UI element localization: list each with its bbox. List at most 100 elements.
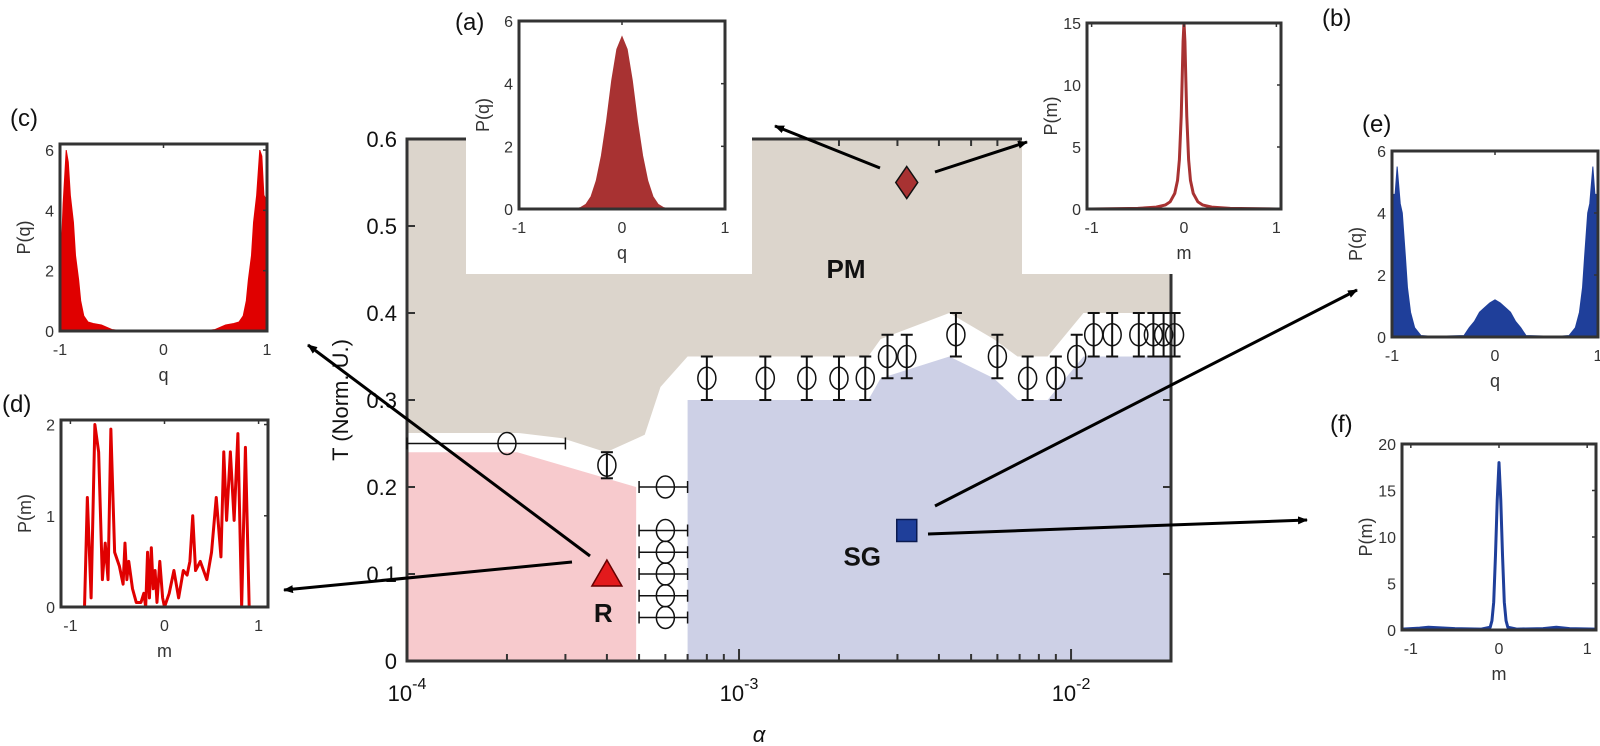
inset-y-tick-label: 2 (45, 264, 54, 281)
y-tick-label: 0.6 (366, 127, 397, 152)
inset-x-tick-label: 0 (160, 618, 169, 635)
x-tick-exponent: -2 (1076, 676, 1090, 693)
inset-y-tick-label: 2 (46, 418, 55, 435)
inset-y-tick-label: 0 (45, 324, 54, 341)
panel-label: (a) (455, 9, 484, 36)
inset-y-tick-label: 5 (1072, 140, 1081, 157)
region-r (407, 452, 637, 661)
inset-y-tick-label: 4 (45, 203, 54, 220)
panel-label: (e) (1362, 111, 1391, 138)
inset-x-tick-label: -1 (53, 342, 67, 359)
data-point-circle (797, 366, 817, 390)
x-tick-exponent: -3 (744, 676, 758, 693)
x-tick-exponent: -4 (412, 676, 426, 693)
data-point-circle (829, 366, 849, 390)
x-tick-label: 10-3 (720, 676, 759, 706)
inset-x-tick-label: 1 (263, 342, 272, 359)
inset-y-label: P(q) (14, 220, 34, 254)
inset-y-tick-label: 15 (1378, 484, 1396, 501)
inset-x-label: m (157, 641, 172, 661)
y-axis-label: T (Norm. U.) (328, 339, 353, 461)
panel-label: (b) (1322, 5, 1351, 32)
inset-y-label: P(m) (1041, 97, 1061, 136)
data-point (755, 355, 776, 401)
data-point (638, 584, 689, 608)
inset-y-tick-label: 6 (45, 143, 54, 160)
square-marker (895, 518, 918, 543)
inset-y-tick-label: 0 (1377, 330, 1386, 347)
inset-x-tick-label: 1 (1272, 220, 1281, 237)
panel-label: (d) (2, 391, 31, 418)
inset-x-tick-label: 0 (1491, 348, 1500, 365)
x-tick-label: 10-4 (388, 676, 427, 706)
inset-y-tick-label: 20 (1378, 437, 1396, 454)
histogram-area (1391, 166, 1599, 338)
data-point-circle (896, 344, 917, 369)
data-point-circle (497, 431, 517, 456)
panel-label: (f) (1330, 411, 1353, 438)
y-tick-label: 0.5 (366, 214, 397, 239)
inset-f: 0 5 10 15 20 -1 0 1 m P(m) (f) (1330, 411, 1598, 684)
x-tick-label: 10-2 (1052, 676, 1091, 706)
inset-x-tick-label: -1 (1385, 348, 1399, 365)
inset-y-tick-label: 10 (1378, 530, 1396, 547)
data-point (946, 312, 966, 358)
inset-x-tick-label: -1 (63, 618, 77, 635)
data-point-circle (1153, 323, 1174, 347)
phase-label-r: R (594, 598, 613, 628)
inset-x-label: m (1492, 664, 1507, 684)
inset-x-tick-label: 0 (1495, 641, 1504, 658)
data-point (829, 355, 849, 401)
inset-x-label: q (158, 365, 168, 385)
data-point (1143, 312, 1164, 358)
data-point (697, 355, 717, 401)
data-point-circle (1046, 366, 1066, 390)
data-point (1066, 333, 1087, 380)
data-point (896, 333, 917, 380)
inset-y-label: P(q) (1346, 227, 1366, 261)
arrow-to-d (283, 560, 573, 594)
data-point-circle (855, 366, 876, 390)
y-tick-label: 0.4 (366, 301, 397, 326)
data-point (1046, 355, 1066, 401)
inset-x-label: q (617, 243, 627, 263)
arrow-to-e (934, 288, 1358, 508)
phase-label-pm: PM (827, 254, 866, 284)
inset-x-tick-label: 0 (159, 342, 168, 359)
diamond-marker (894, 165, 919, 200)
data-point (406, 431, 567, 456)
data-point (1129, 312, 1149, 358)
inset-x-tick-label: 1 (254, 618, 263, 635)
region-sg (687, 356, 1171, 661)
inset-x-tick-label: -1 (512, 220, 526, 237)
y-tick-label: 0.2 (366, 475, 397, 500)
inset-y-tick-label: 2 (1377, 268, 1386, 285)
data-point (638, 605, 689, 630)
data-point-circle (1129, 323, 1149, 347)
arrow-to-c (307, 343, 591, 558)
phase-label-sg: SG (843, 541, 881, 571)
triangle-marker (590, 558, 624, 587)
data-point (638, 475, 689, 499)
inset-d: 0 1 2 -1 0 1 m P(m) (d) (2, 391, 270, 661)
inset-y-tick-label: 0 (1387, 623, 1396, 640)
inset-x-tick-label: 0 (1180, 220, 1189, 237)
distribution-line (61, 423, 268, 609)
y-tick-label: 0 (385, 649, 397, 674)
data-point (987, 333, 1008, 380)
inset-y-label: P(q) (473, 98, 493, 132)
inset-y-tick-label: 15 (1063, 16, 1081, 33)
inset-y-tick-label: 4 (1377, 206, 1386, 223)
data-point (877, 333, 898, 380)
data-point-circle (597, 453, 617, 477)
data-point-circle (1066, 344, 1087, 369)
data-point (1153, 312, 1174, 358)
data-point-circle (755, 366, 776, 390)
inset-y-tick-label: 1 (46, 509, 55, 526)
data-point (1017, 355, 1038, 401)
inset-x-tick-label: -1 (1085, 220, 1099, 237)
